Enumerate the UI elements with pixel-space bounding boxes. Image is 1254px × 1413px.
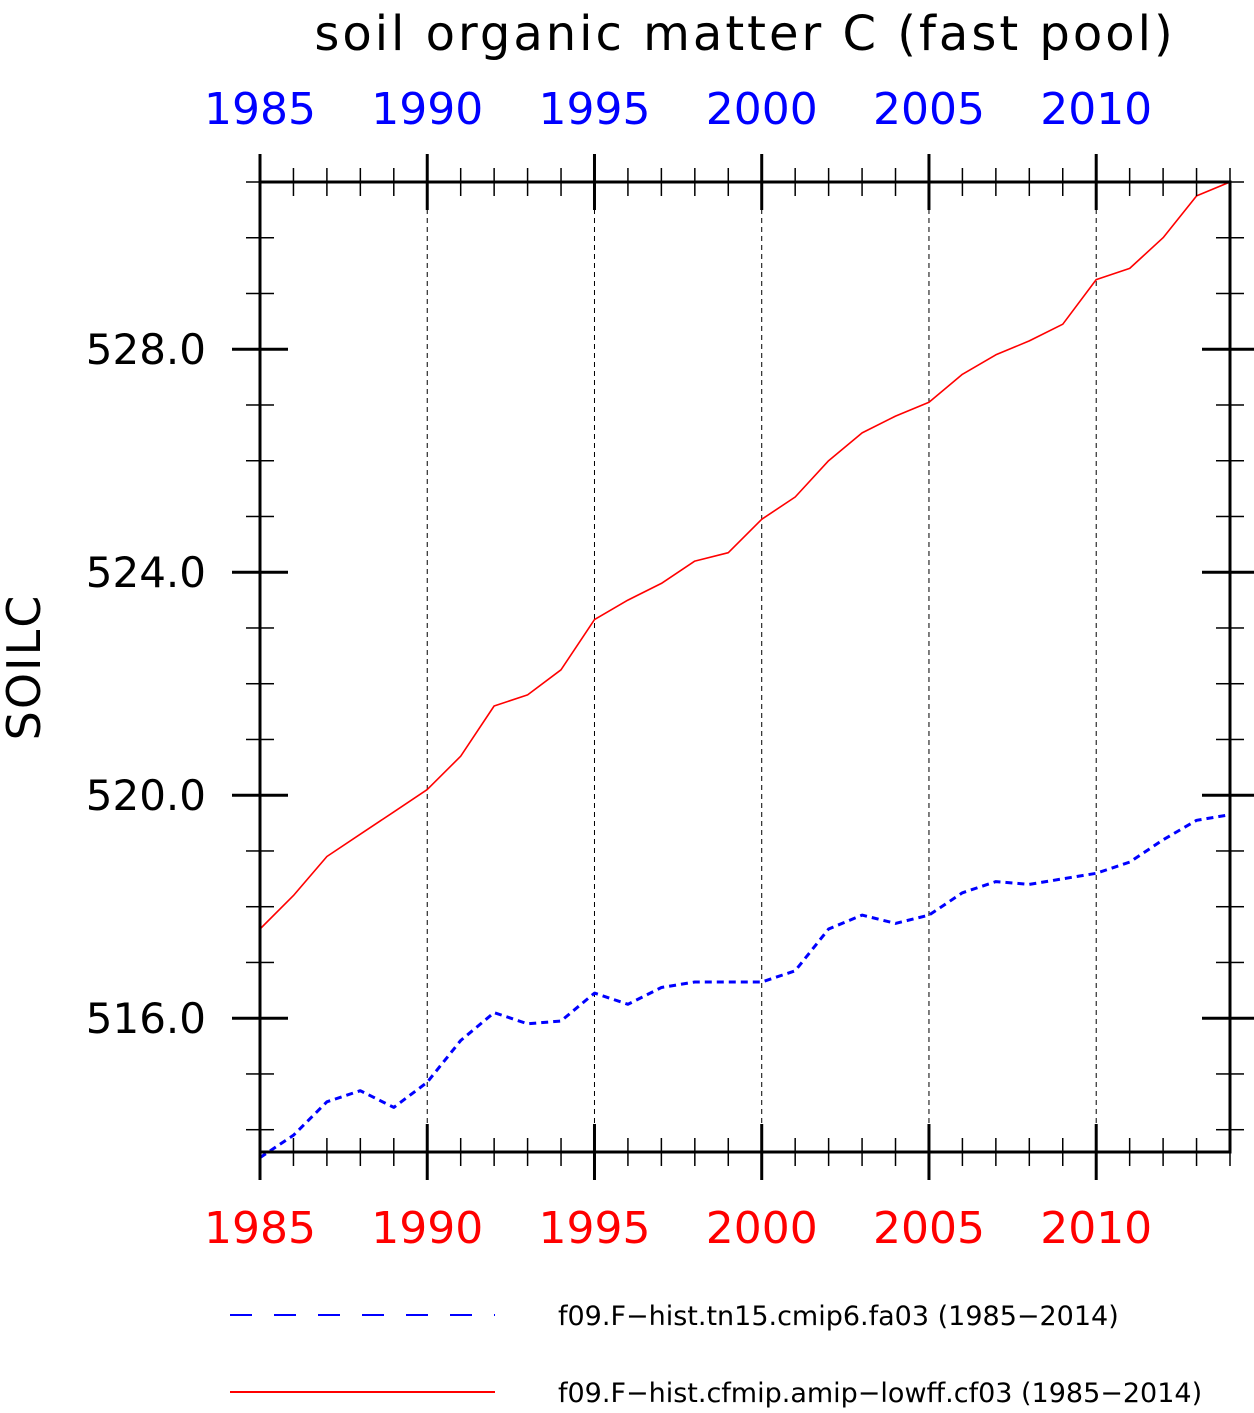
- x-tick-label-top: 2005: [873, 84, 985, 135]
- legend-label-blue: f09.F−hist.tn15.cmip6.fa03 (1985−2014): [558, 1301, 1119, 1332]
- grid-lines: [426, 182, 1097, 1152]
- x-tick-label-top: 2000: [706, 84, 818, 135]
- legend: f09.F−hist.tn15.cmip6.fa03 (1985−2014) f…: [230, 1301, 1202, 1409]
- x-tick-label-bottom: 1995: [538, 1203, 650, 1254]
- x-tick-label-top: 2010: [1040, 84, 1152, 135]
- x-tick-label-top: 1985: [204, 84, 316, 135]
- top-axis-tick-labels: 1985 1990 1995 2000 2005 2010: [204, 84, 1152, 135]
- x-tick-label-bottom: 2005: [873, 1203, 985, 1254]
- series-group: [259, 181, 1231, 1159]
- x-tick-label-bottom: 1985: [204, 1203, 316, 1254]
- y-axis-label: SOILC: [0, 594, 51, 741]
- y-tick-label: 516.0: [86, 994, 206, 1043]
- y-tick-label: 520.0: [86, 771, 206, 820]
- series-line-red: [259, 181, 1231, 930]
- x-tick-label-top: 1990: [371, 84, 483, 135]
- y-axis-tick-labels: 516.0 520.0 524.0 528.0: [86, 325, 206, 1043]
- x-tick-label-bottom: 2000: [706, 1203, 818, 1254]
- axis-ticks: [232, 154, 1254, 1180]
- y-tick-label: 528.0: [86, 325, 206, 374]
- x-tick-label-top: 1995: [538, 84, 650, 135]
- y-tick-label: 524.0: [86, 548, 206, 597]
- bottom-axis-tick-labels: 1985 1990 1995 2000 2005 2010: [204, 1203, 1152, 1254]
- series-line-blue: [259, 813, 1231, 1159]
- legend-label-red: f09.F−hist.cfmip.amip−lowff.cf03 (1985−2…: [558, 1378, 1202, 1409]
- x-tick-label-bottom: 1990: [371, 1203, 483, 1254]
- x-tick-label-bottom: 2010: [1040, 1203, 1152, 1254]
- chart-title: soil organic matter C (fast pool): [314, 6, 1175, 62]
- plot-frame: [258, 180, 1232, 1154]
